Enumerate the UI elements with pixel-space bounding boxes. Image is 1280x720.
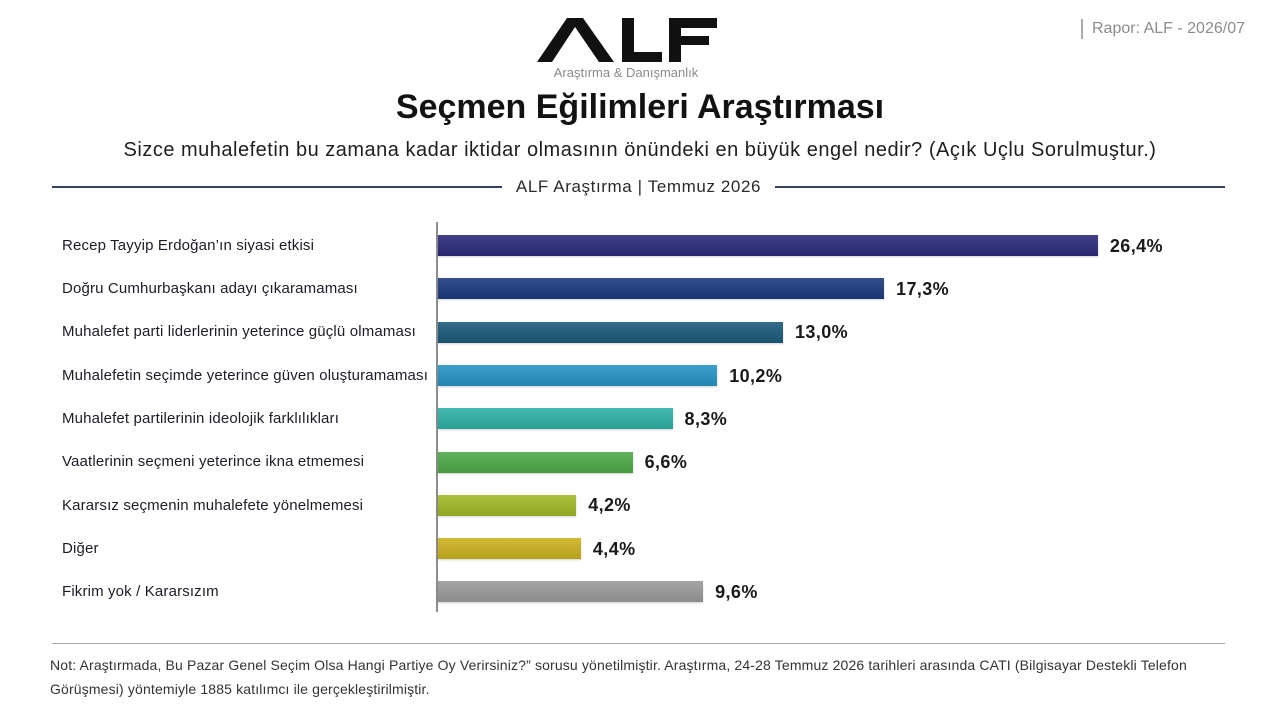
logo-letter-l <box>622 18 662 62</box>
category-label: Muhalefet partilerinin ideolojik farklıl… <box>62 409 340 427</box>
category-label: Doğru Cumhurbaşkanı adayı çıkaramaması <box>62 280 358 297</box>
divider-text: ALF Araştırma | Temmuz 2026 <box>515 177 762 196</box>
bar <box>437 321 783 343</box>
bar <box>437 235 1099 256</box>
logo-tagline: Araştırma & Danışmanlık <box>553 65 699 80</box>
category-label: Muhalefet parti liderlerinin yeterince g… <box>62 323 416 341</box>
question-text: Sizce muhalefetin bu zamana kadar iktida… <box>123 139 1157 161</box>
category-label: Vaatlerinin seçmeni yeterince ikna etmem… <box>62 453 365 471</box>
category-label: Muhalefetin seçimde yeterince güven oluş… <box>62 366 429 384</box>
value-label: 13,0% <box>795 322 849 343</box>
logo-letter-f <box>669 18 717 62</box>
bar <box>437 364 718 386</box>
logo-letter-a <box>537 18 614 62</box>
value-label: 6,6% <box>644 452 688 473</box>
divider-line-right <box>775 186 1226 188</box>
value-label: 17,3% <box>896 278 950 299</box>
value-label: 9,6% <box>715 582 758 603</box>
value-label: 4,2% <box>588 495 631 516</box>
logo <box>537 18 717 62</box>
value-label: 4,4% <box>592 538 636 559</box>
y-axis-line <box>436 222 438 612</box>
category-label: Recep Tayyip Erdoğan’ın siyasi etkisi <box>62 236 315 254</box>
footnote-divider <box>52 643 1225 644</box>
bar <box>437 408 673 430</box>
bar <box>437 581 704 603</box>
divider-line-left <box>52 186 502 188</box>
bar <box>437 538 582 560</box>
category-label: Fikrim yok / Kararsızım <box>62 583 219 601</box>
value-label: 8,3% <box>684 408 728 429</box>
report-separator <box>1081 19 1083 39</box>
value-label: 26,4% <box>1109 235 1163 256</box>
report-id: Rapor: ALF - 2026/07 <box>1092 20 1245 37</box>
bar <box>437 494 577 516</box>
bar-chart: Recep Tayyip Erdoğan’ın siyasi etkisi 26,… <box>0 215 1280 625</box>
bar <box>437 451 633 473</box>
category-label: Kararsız seçmenin muhalefete yönelmemesi <box>62 496 364 514</box>
bar <box>437 278 885 300</box>
category-label: Diğer <box>62 539 99 557</box>
divider: ALF Araştırma | Temmuz 2026 <box>52 177 1226 197</box>
footnote: Not: Araştırmada, Bu Pazar Genel Seçim O… <box>50 657 1187 697</box>
value-label: 10,2% <box>729 365 783 386</box>
page-title: Seçmen Eğilimleri Araştırması <box>395 88 885 126</box>
